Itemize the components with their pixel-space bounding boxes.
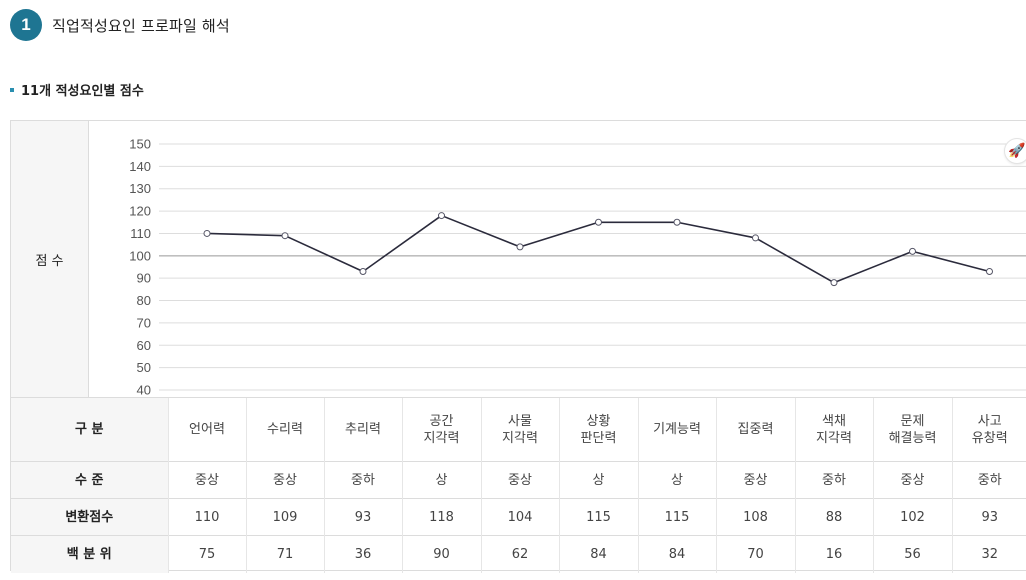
level-cell: 중상 <box>872 461 952 499</box>
level-cell: 중상 <box>715 461 795 499</box>
score-cell: 93 <box>323 498 402 536</box>
rocket-icon[interactable]: 🚀 <box>1004 138 1026 164</box>
y-tick-label: 70 <box>137 315 151 330</box>
level-cell: 중하 <box>323 461 402 499</box>
level-cell: 중상 <box>245 461 324 499</box>
data-point: 집중력: 108 <box>752 234 759 242</box>
data-point: 색채 지각력: 88 <box>830 279 838 287</box>
percentile-cell: 84 <box>637 535 716 573</box>
percentile-cell: 70 <box>715 535 795 573</box>
y-tick-label: 150 <box>129 137 151 152</box>
percentile-cell: 36 <box>323 535 402 573</box>
score-cell: 115 <box>637 498 716 536</box>
subsection-title: 11개 적성요인별 점수 <box>21 84 144 99</box>
row-header-category: 구 분 <box>11 397 168 462</box>
data-point: 기계능력: 115 <box>673 218 681 226</box>
data-point: 언어력: 110 <box>203 229 211 237</box>
table-row-score: 변환점수 110 109 93 118 104 115 115 108 88 1… <box>11 498 1026 536</box>
percentile-cell: 32 <box>951 535 1026 573</box>
data-point: 공간 지각력: 118 <box>438 212 445 220</box>
score-profile-panel: 점 수 40 50 60 70 80 90 100 110 120 130 140 150 언어력: 1… <box>10 120 1026 573</box>
percentile-cell: 71 <box>245 535 324 573</box>
category-cell: 언어력 <box>167 397 246 462</box>
category-cell: 색채 지각력 <box>794 397 873 462</box>
category-cell: 상황 판단력 <box>558 397 638 462</box>
category-cell: 수리력 <box>245 397 324 462</box>
y-tick-label: 100 <box>129 248 151 263</box>
chart-row-label: 점 수 <box>35 253 64 269</box>
category-cell: 집중력 <box>715 397 795 462</box>
score-cell: 104 <box>480 498 559 536</box>
row-header-score: 변환점수 <box>11 498 168 536</box>
score-cell: 115 <box>558 498 638 536</box>
percentile-cell: 90 <box>401 535 481 573</box>
row-header-percentile: 백 분 위 <box>11 535 168 573</box>
score-table: 구 분 언어력 수리력 추리력 공간 지각력 사물 지각력 상황 판단력 기계능… <box>11 397 1026 573</box>
percentile-cell: 16 <box>794 535 873 573</box>
y-tick-label: 40 <box>137 383 151 398</box>
table-row-percentile: 백 분 위 75 71 36 90 62 84 84 70 16 56 32 <box>11 535 1026 573</box>
data-point: 수리력: 109 <box>281 232 289 240</box>
category-cell: 공간 지각력 <box>401 397 481 462</box>
score-cell: 102 <box>872 498 952 536</box>
bullet-icon <box>10 87 14 92</box>
y-tick-label: 130 <box>129 181 151 196</box>
score-cell: 88 <box>794 498 873 536</box>
score-cell: 109 <box>245 498 324 536</box>
percentile-cell: 62 <box>480 535 559 573</box>
y-tick-label: 120 <box>129 204 151 219</box>
level-cell: 상 <box>637 461 716 499</box>
data-point: 추리력: 93 <box>359 267 367 275</box>
category-cell: 문제 해결능력 <box>872 397 952 462</box>
level-cell: 상 <box>558 461 638 499</box>
percentile-cell: 84 <box>558 535 638 573</box>
table-row-category: 구 분 언어력 수리력 추리력 공간 지각력 사물 지각력 상황 판단력 기계능… <box>11 397 1026 462</box>
table-row-level: 수 준 중상 중상 중하 상 중상 상 상 중상 중하 중상 중하 <box>11 461 1026 499</box>
level-cell: 중상 <box>480 461 559 499</box>
data-point: 사고 유창력: 93 <box>986 267 993 275</box>
level-cell: 상 <box>401 461 481 499</box>
section-title: 직업적성요인 프로파일 해석 <box>52 16 230 35</box>
y-tick-label: 110 <box>130 226 151 241</box>
section-header: 1 직업적성요인 프로파일 해석 <box>10 9 230 41</box>
category-cell: 사물 지각력 <box>480 397 559 462</box>
category-cell: 기계능력 <box>637 397 716 462</box>
y-tick-label: 140 <box>129 159 151 174</box>
chart-row-header: 점 수 <box>11 121 89 397</box>
level-cell: 중하 <box>794 461 873 499</box>
section-number-badge: 1 <box>10 9 42 41</box>
score-cell: 110 <box>167 498 246 536</box>
percentile-cell: 56 <box>872 535 952 573</box>
y-tick-label: 60 <box>137 338 151 353</box>
score-cell: 118 <box>401 498 481 536</box>
level-cell: 중상 <box>167 461 246 499</box>
category-cell: 사고 유창력 <box>951 397 1026 462</box>
subsection-header: 11개 적성요인별 점수 <box>10 80 144 99</box>
y-tick-label: 80 <box>137 293 151 308</box>
score-cell: 108 <box>715 498 795 536</box>
y-tick-label: 90 <box>137 271 151 286</box>
data-point: 상황 판단력: 115 <box>595 218 602 226</box>
score-line-chart: 40 50 60 70 80 90 100 110 120 130 140 150 언어력: 110 수리… <box>129 137 1026 398</box>
percentile-cell: 75 <box>167 535 246 573</box>
row-header-level: 수 준 <box>11 461 168 499</box>
data-point: 문제 해결능력: 102 <box>909 247 916 255</box>
category-cell: 추리력 <box>323 397 402 462</box>
data-point: 사물 지각력: 104 <box>516 243 524 251</box>
level-cell: 중하 <box>951 461 1026 499</box>
score-cell: 93 <box>951 498 1026 536</box>
y-tick-label: 50 <box>137 360 151 375</box>
